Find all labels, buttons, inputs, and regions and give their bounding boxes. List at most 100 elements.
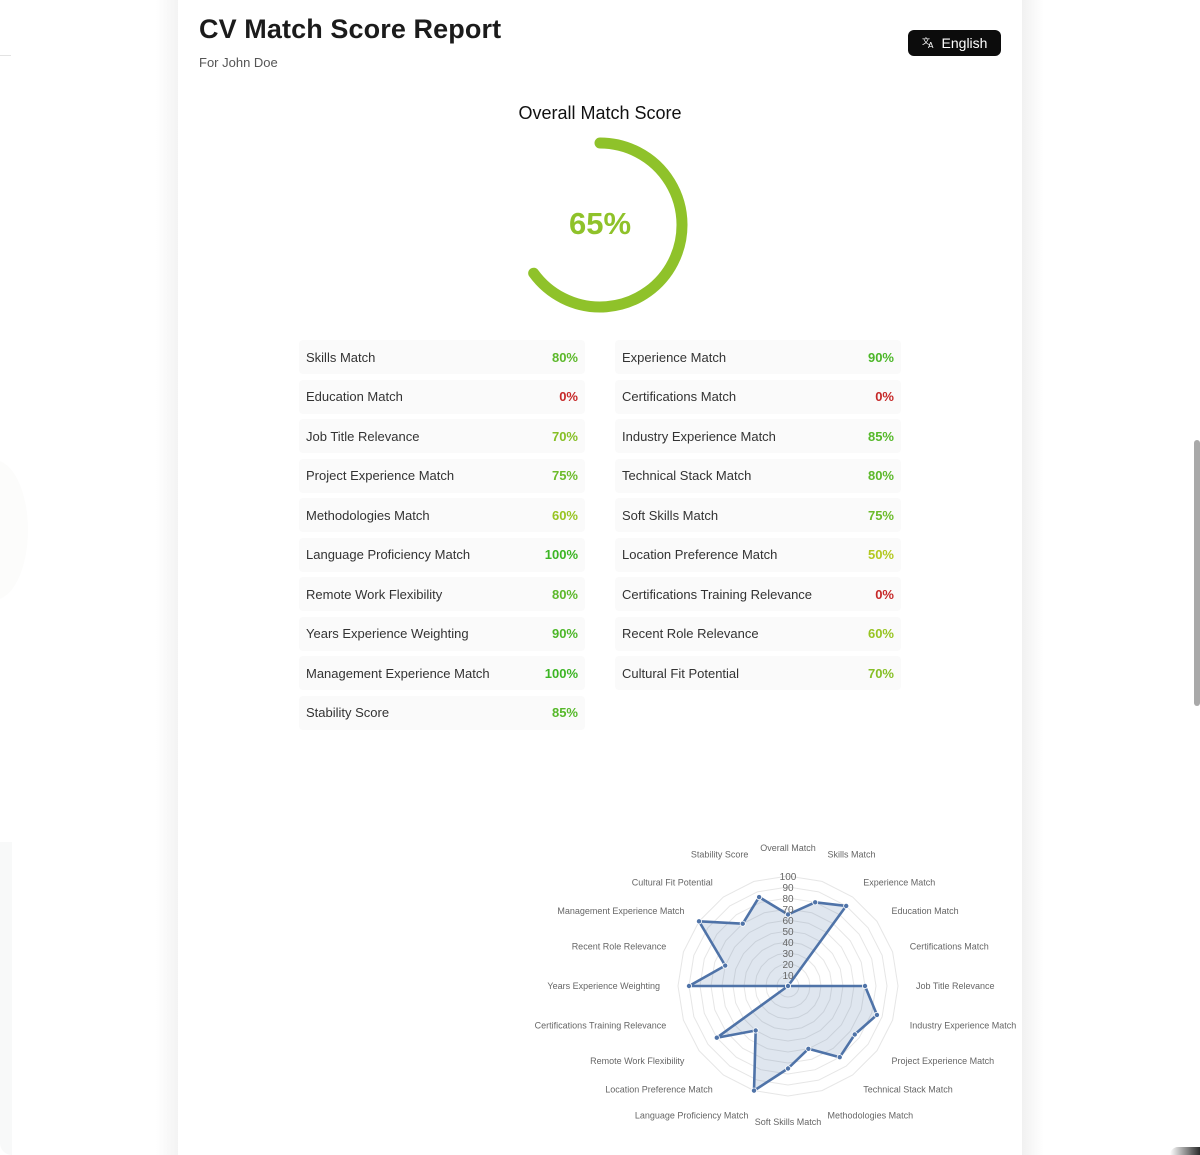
svg-text:文: 文: [922, 36, 930, 46]
radar-axis-label: Experience Match: [863, 877, 935, 887]
radar-data-point[interactable]: [752, 1027, 759, 1034]
score-value: 100%: [544, 547, 578, 562]
radar-data-point[interactable]: [861, 982, 868, 989]
radar-data-point[interactable]: [805, 1045, 812, 1052]
score-row: Certifications Training Relevance 0%: [615, 577, 901, 611]
radar-axis-label: Overall Match: [760, 843, 816, 853]
radar-data-point[interactable]: [873, 1011, 880, 1018]
radar-tick-label: 40: [782, 938, 794, 949]
radar-data-point[interactable]: [784, 911, 791, 918]
radar-data-point[interactable]: [851, 1031, 858, 1038]
card-shadow-right: [1022, 0, 1044, 1155]
radar-axis-label: Management Experience Match: [557, 906, 684, 916]
card-shadow-left: [156, 0, 178, 1155]
radar-data-point[interactable]: [836, 1054, 843, 1061]
score-label: Methodologies Match: [306, 507, 430, 523]
language-button[interactable]: 文 A English: [908, 30, 1001, 56]
score-value: 0%: [875, 586, 894, 602]
radar-data-point[interactable]: [784, 982, 791, 989]
radar-grid-ring: [776, 974, 800, 998]
radar-data-point[interactable]: [812, 899, 819, 906]
radar-data-point[interactable]: [751, 1087, 758, 1094]
svg-text:A: A: [928, 41, 934, 48]
radar-axis-label: Industry Experience Match: [910, 1021, 1017, 1031]
radar-grid-ring: [688, 886, 888, 1086]
radar-axis-label: Remote Work Flexibility: [590, 1056, 685, 1066]
overall-score-value: 65%: [568, 206, 632, 241]
score-label: Certifications Training Relevance: [622, 586, 813, 602]
radar-axis-label: Recent Role Relevance: [572, 941, 667, 951]
radar-axis-label: Certifications Match: [910, 941, 989, 951]
score-value: 80%: [551, 349, 578, 365]
radar-tick-label: 90: [782, 883, 794, 894]
radar-data-point[interactable]: [685, 982, 692, 989]
score-value: 100%: [544, 665, 578, 681]
radar-grid-ring: [754, 952, 822, 1020]
radar-grid-ring: [677, 875, 899, 1097]
radar-axis-label: Job Title Relevance: [916, 981, 995, 991]
score-row: Technical Stack Match 80%: [615, 458, 901, 493]
radar-axis-label: Language Proficiency Match: [635, 1111, 749, 1121]
radar-tick-label: 20: [782, 960, 794, 971]
radar-data-point[interactable]: [713, 1034, 720, 1041]
score-value: 75%: [551, 468, 578, 483]
language-label: English: [941, 35, 988, 51]
radar-axis-label: Location Preference Match: [605, 1085, 713, 1095]
score-value: 0%: [559, 389, 578, 404]
score-row: Recent Role Relevance 60%: [615, 616, 901, 651]
score-value: 70%: [867, 665, 894, 681]
score-row: Job Title Relevance 70%: [299, 419, 585, 453]
background-window-divider: [0, 55, 11, 56]
candidate-name: For John Doe: [199, 55, 278, 70]
radar-data-point[interactable]: [739, 920, 746, 927]
radar-tick-label: 30: [782, 949, 794, 960]
background-window-panel: [0, 842, 12, 1155]
score-value: 75%: [867, 507, 894, 523]
score-value: 90%: [867, 349, 894, 365]
score-value: 80%: [867, 468, 894, 483]
score-row: Soft Skills Match 75%: [615, 498, 901, 532]
score-row: Management Experience Match 100%: [299, 656, 585, 690]
radar-axis-label: Years Experience Weighting: [547, 981, 660, 991]
radar-grid-ring: [710, 908, 866, 1064]
score-label: Project Experience Match: [306, 468, 455, 483]
radar-tick-label: 70: [782, 905, 794, 916]
score-label: Location Preference Match: [622, 547, 778, 562]
radar-axis-label: Stability Score: [691, 849, 749, 859]
radar-data-point[interactable]: [722, 962, 729, 969]
radar-data-point[interactable]: [756, 894, 763, 901]
score-value: 50%: [867, 547, 894, 562]
radar-tick-label: 50: [782, 927, 794, 938]
score-row: Skills Match 80%: [299, 340, 585, 374]
radar-axis-label: Soft Skills Match: [755, 1117, 822, 1127]
radar-axis-label: Methodologies Match: [828, 1111, 914, 1121]
radar-data-point[interactable]: [784, 1065, 791, 1072]
score-value: 85%: [867, 428, 894, 444]
score-value: 0%: [875, 389, 894, 404]
radar-tick-label: 10: [782, 971, 794, 982]
score-label: Remote Work Flexibility: [306, 586, 443, 602]
score-label: Language Proficiency Match: [306, 547, 471, 562]
score-label: Experience Match: [622, 349, 727, 365]
score-row: Industry Experience Match 85%: [615, 419, 901, 453]
score-value: 80%: [551, 586, 578, 602]
page-title: CV Match Score Report: [199, 14, 502, 44]
score-row: Education Match 0%: [299, 379, 585, 414]
score-label: Stability Score: [306, 705, 390, 720]
score-row: Location Preference Match 50%: [615, 537, 901, 572]
vertical-scrollbar[interactable]: [1194, 440, 1200, 706]
score-value: 85%: [551, 705, 578, 720]
translate-icon: 文 A: [922, 36, 935, 51]
score-label: Management Experience Match: [306, 665, 490, 681]
score-row: Experience Match 90%: [615, 340, 901, 374]
radar-grid-ring: [721, 919, 855, 1053]
radar-grid-ring: [743, 941, 833, 1031]
score-label: Technical Stack Match: [622, 468, 752, 483]
score-label: Years Experience Weighting: [306, 626, 469, 641]
radar-data-point[interactable]: [696, 918, 703, 925]
radar-grid-ring: [765, 963, 811, 1009]
window-corner: [1170, 1147, 1200, 1155]
score-label: Certifications Match: [622, 389, 737, 404]
radar-data-point[interactable]: [843, 902, 850, 909]
